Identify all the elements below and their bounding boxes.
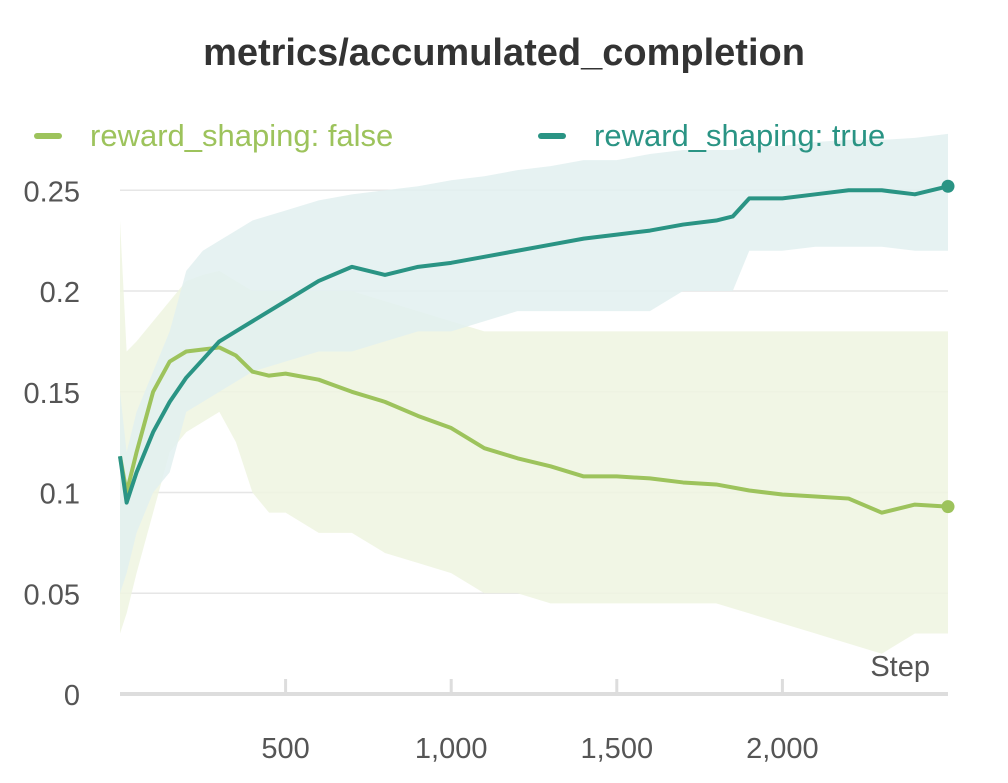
chart-title: metrics/accumulated_completion — [203, 32, 805, 74]
confidence-band-1 — [120, 133, 948, 594]
y-tick-label: 0.1 — [40, 479, 80, 511]
x-axis-label: Step — [870, 651, 930, 683]
y-tick-label: 0.05 — [24, 579, 80, 611]
y-tick-label: 0.15 — [24, 378, 80, 410]
series-line-1 — [118, 184, 949, 505]
y-tick-label: 0 — [64, 680, 80, 712]
legend-item-true[interactable]: reward_shaping: true — [538, 118, 885, 154]
legend-swatch-false — [34, 133, 62, 139]
legend: reward_shaping: false reward_shaping: tr… — [0, 118, 1008, 158]
x-tick-label: 2,000 — [746, 733, 819, 765]
y-tick-label: 0.2 — [40, 277, 80, 309]
legend-swatch-true — [538, 133, 566, 139]
y-tick-label: 0.25 — [24, 176, 80, 208]
x-tick-label: 1,000 — [415, 733, 488, 765]
legend-label-true: reward_shaping: true — [594, 118, 886, 153]
series-end-marker-1 — [941, 179, 955, 193]
legend-label-false: reward_shaping: false — [90, 118, 394, 153]
legend-item-false[interactable]: reward_shaping: false — [34, 118, 393, 154]
series-line-0 — [118, 345, 949, 515]
series-end-marker-0 — [941, 500, 955, 514]
x-tick-label: 500 — [261, 733, 309, 765]
x-tick-label: 1,500 — [581, 733, 654, 765]
